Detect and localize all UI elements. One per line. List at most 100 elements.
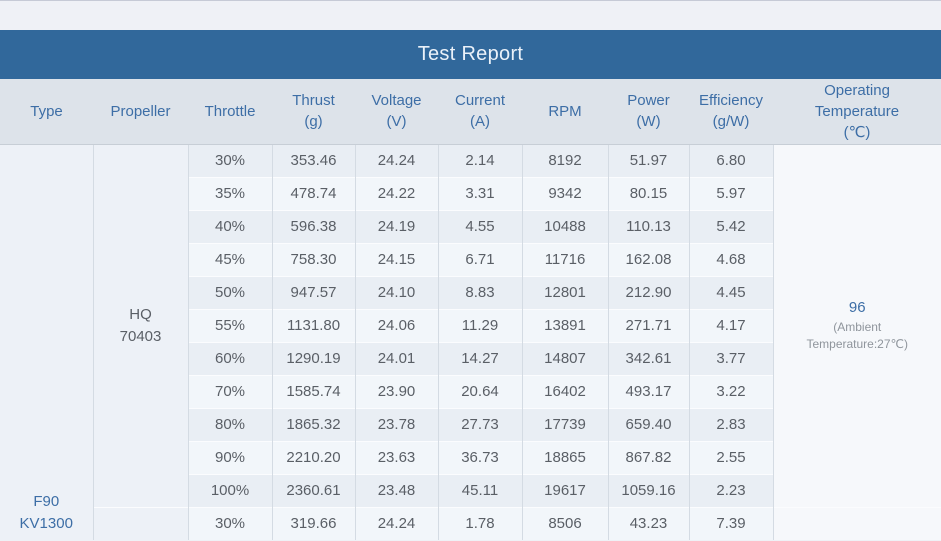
table-row: 40% 596.38 24.19 4.55 10488 110.13 5.42 bbox=[0, 209, 941, 243]
voltage-cell: 24.10 bbox=[355, 275, 439, 309]
table-row: 55% 1131.80 24.06 11.29 13891 271.71 4.17 bbox=[0, 308, 941, 342]
throttle-cell: 80% bbox=[188, 407, 273, 441]
header-row: Type Propeller Throttle Thrust (g) Voltage (V)… bbox=[0, 79, 941, 145]
current-cell: 27.73 bbox=[438, 407, 523, 441]
voltage-cell: 23.78 bbox=[355, 407, 439, 441]
ambient-temperature-note: (Ambient Temperature:27℃) bbox=[806, 319, 909, 351]
table-row: 60% 1290.19 24.01 14.27 14807 342.61 3.77 bbox=[0, 341, 941, 375]
thrust-cell: 478.74 bbox=[272, 176, 356, 210]
eff-cell: 2.55 bbox=[689, 440, 774, 474]
type-cell: F90 KV1300 bbox=[0, 144, 94, 540]
power-cell: 212.90 bbox=[608, 275, 690, 309]
table-row: 70% 1585.74 23.90 20.64 16402 493.17 3.22 bbox=[0, 374, 941, 408]
report-table-body: F90 KV1300 HQ 70403 30% 353.46 24.24 2.14 8192 51… bbox=[0, 144, 941, 540]
rpm-cell: 13891 bbox=[522, 308, 609, 342]
current-cell: 14.27 bbox=[438, 341, 523, 375]
voltage-cell: 24.01 bbox=[355, 341, 439, 375]
column-header-type: Type bbox=[0, 79, 93, 145]
eff-cell: 2.23 bbox=[689, 473, 774, 507]
eff-cell: 5.97 bbox=[689, 176, 774, 210]
power-cell: 43.23 bbox=[608, 506, 690, 540]
current-cell: 8.83 bbox=[438, 275, 523, 309]
thrust-cell: 1290.19 bbox=[272, 341, 356, 375]
rpm-cell: 11716 bbox=[522, 242, 609, 276]
eff-cell: 4.45 bbox=[689, 275, 774, 309]
rpm-cell: 14807 bbox=[522, 341, 609, 375]
operating-temperature-cell: 96 (Ambient Temperature:27℃) bbox=[773, 144, 941, 507]
rpm-cell: 8192 bbox=[522, 144, 609, 177]
power-cell: 162.08 bbox=[608, 242, 690, 276]
thrust-cell: 1131.80 bbox=[272, 308, 356, 342]
table-row: F90 KV1300 HQ 70403 30% 353.46 24.24 2.14 8192 51… bbox=[0, 144, 941, 540]
power-cell: 342.61 bbox=[608, 341, 690, 375]
power-cell: 271.71 bbox=[608, 308, 690, 342]
throttle-cell: 60% bbox=[188, 341, 273, 375]
rpm-cell: 18865 bbox=[522, 440, 609, 474]
table-row: 30% 319.66 24.24 1.78 8506 43.23 7.39 bbox=[0, 506, 941, 540]
current-cell: 20.64 bbox=[438, 374, 523, 408]
thrust-cell: 1585.74 bbox=[272, 374, 356, 408]
current-cell: 45.11 bbox=[438, 473, 523, 507]
column-header-power: Power (W) bbox=[608, 79, 689, 145]
voltage-cell: 24.06 bbox=[355, 308, 439, 342]
current-cell: 3.31 bbox=[438, 176, 523, 210]
page-top-strip bbox=[0, 0, 941, 30]
voltage-cell: 24.24 bbox=[355, 506, 439, 540]
report-table-head: Type Propeller Throttle Thrust (g) Voltage (V)… bbox=[0, 79, 941, 145]
table-row: 90% 2210.20 23.63 36.73 18865 867.82 2.55 bbox=[0, 440, 941, 474]
power-cell: 80.15 bbox=[608, 176, 690, 210]
current-cell: 36.73 bbox=[438, 440, 523, 474]
thrust-cell: 758.30 bbox=[272, 242, 356, 276]
thrust-cell: 319.66 bbox=[272, 506, 356, 540]
eff-cell: 4.17 bbox=[689, 308, 774, 342]
rpm-cell: 12801 bbox=[522, 275, 609, 309]
power-cell: 51.97 bbox=[608, 144, 690, 177]
type-value: F90 KV1300 bbox=[19, 493, 73, 532]
eff-cell: 4.68 bbox=[689, 242, 774, 276]
thrust-cell: 1865.32 bbox=[272, 407, 356, 441]
throttle-cell: 35% bbox=[188, 176, 273, 210]
throttle-cell: 45% bbox=[188, 242, 273, 276]
voltage-cell: 24.24 bbox=[355, 144, 439, 177]
report-title-bar: Test Report bbox=[0, 30, 941, 79]
thrust-cell: 353.46 bbox=[272, 144, 356, 177]
column-header-thrust: Thrust (g) bbox=[272, 79, 355, 145]
current-cell: 6.71 bbox=[438, 242, 523, 276]
voltage-cell: 23.48 bbox=[355, 473, 439, 507]
throttle-cell: 30% bbox=[188, 506, 273, 540]
voltage-cell: 24.15 bbox=[355, 242, 439, 276]
eff-cell: 3.77 bbox=[689, 341, 774, 375]
current-cell: 1.78 bbox=[438, 506, 523, 540]
power-cell: 1059.16 bbox=[608, 473, 690, 507]
throttle-cell: 90% bbox=[188, 440, 273, 474]
voltage-cell: 24.19 bbox=[355, 209, 439, 243]
current-cell: 11.29 bbox=[438, 308, 523, 342]
propeller-cell-next-section bbox=[93, 506, 189, 540]
report-title: Test Report bbox=[417, 43, 524, 65]
current-cell: 4.55 bbox=[438, 209, 523, 243]
rpm-cell: 17739 bbox=[522, 407, 609, 441]
eff-cell: 6.80 bbox=[689, 144, 774, 177]
eff-cell: 5.42 bbox=[689, 209, 774, 243]
column-header-voltage: Voltage (V) bbox=[355, 79, 438, 145]
table-row: 35% 478.74 24.22 3.31 9342 80.15 5.97 bbox=[0, 176, 941, 210]
throttle-cell: 55% bbox=[188, 308, 273, 342]
thrust-cell: 947.57 bbox=[272, 275, 356, 309]
operating-temperature-cell-next-section bbox=[773, 506, 941, 540]
eff-cell: 7.39 bbox=[689, 506, 774, 540]
throttle-cell: 100% bbox=[188, 473, 273, 507]
rpm-cell: 16402 bbox=[522, 374, 609, 408]
rpm-cell: 9342 bbox=[522, 176, 609, 210]
eff-cell: 3.22 bbox=[689, 374, 774, 408]
power-cell: 867.82 bbox=[608, 440, 690, 474]
voltage-cell: 24.22 bbox=[355, 176, 439, 210]
rpm-cell: 19617 bbox=[522, 473, 609, 507]
table-row: 100% 2360.61 23.48 45.11 19617 1059.16 2.23 bbox=[0, 473, 941, 507]
thrust-cell: 2210.20 bbox=[272, 440, 356, 474]
voltage-cell: 23.63 bbox=[355, 440, 439, 474]
thrust-cell: 596.38 bbox=[272, 209, 356, 243]
current-cell: 2.14 bbox=[438, 144, 523, 177]
thrust-cell: 2360.61 bbox=[272, 473, 356, 507]
table-row: 80% 1865.32 23.78 27.73 17739 659.40 2.83 bbox=[0, 407, 941, 441]
